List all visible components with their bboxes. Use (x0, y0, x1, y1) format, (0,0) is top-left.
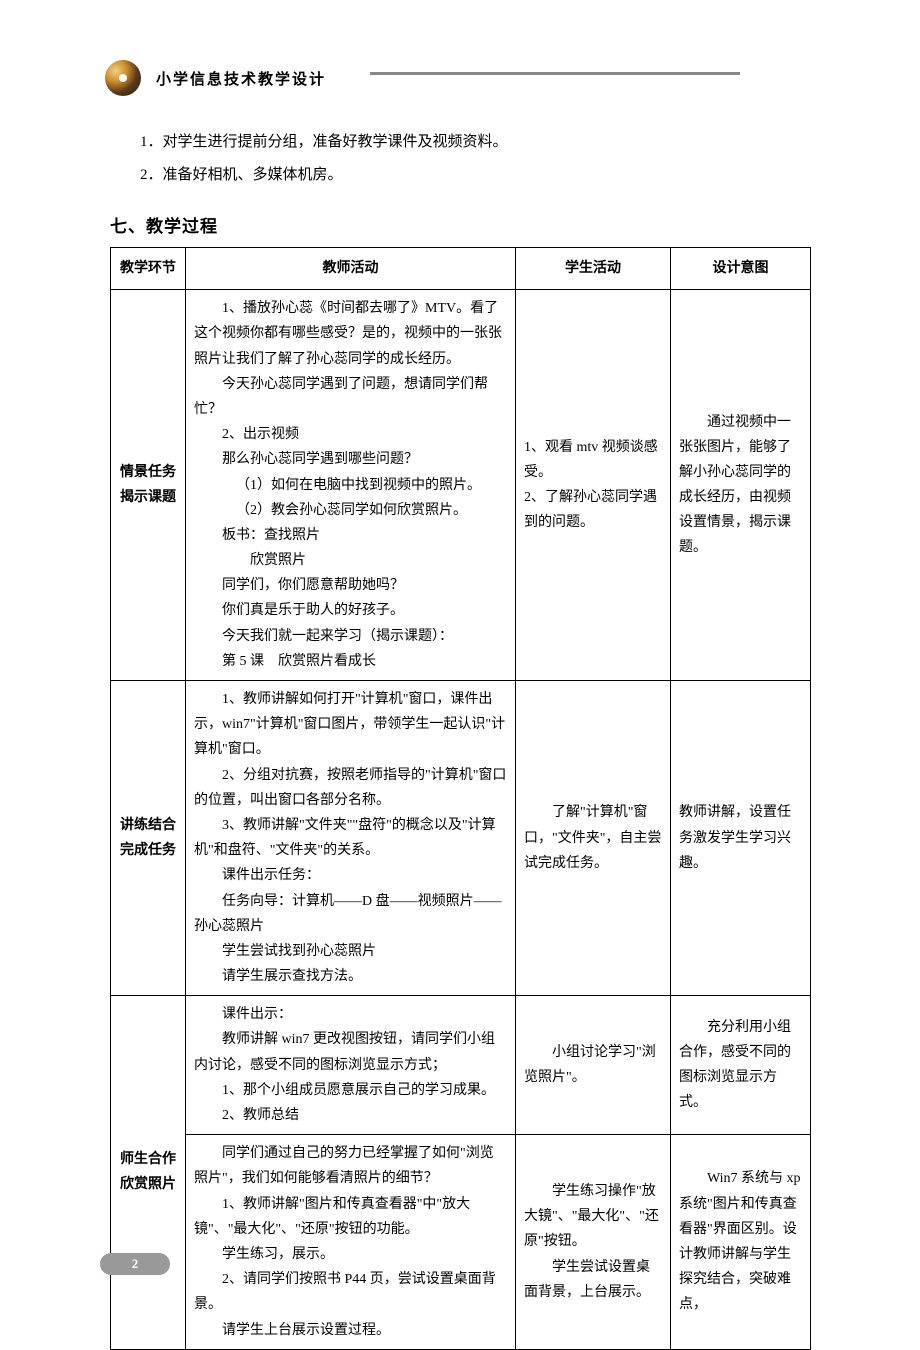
teacher-p: 学生练习，展示。 (194, 1242, 507, 1267)
th-stage: 教学环节 (111, 248, 186, 290)
cd-icon (105, 60, 141, 96)
teacher-p: 1、教师讲解"图片和传真查看器"中"放大镜"、"最大化"、"还原"按钮的功能。 (194, 1192, 507, 1242)
th-student: 学生活动 (516, 248, 671, 290)
teacher-p: 2、请同学们按照书 P44 页，尝试设置桌面背景。 (194, 1267, 507, 1317)
teacher-p: 1、播放孙心蕊《时间都去哪了》MTV。看了这个视频你都有哪些感受？是的，视频中的… (194, 296, 507, 372)
teacher-p: 任务向导：计算机——D 盘——视频照片——孙心蕊照片 (194, 889, 507, 939)
teacher-p: 今天孙心蕊同学遇到了问题，想请同学们帮忙？ (194, 372, 507, 422)
student-p: 1、观看 mtv 视频谈感受。 (524, 435, 662, 485)
teacher-p: 教师讲解 win7 更改视图按钮，请同学们小组内讨论，感受不同的图标浏览显示方式… (194, 1027, 507, 1077)
teacher-p: 同学们通过自己的努力已经掌握了如何"浏览照片"，我们如何能够看清照片的细节？ (194, 1141, 507, 1191)
table-row: 讲练结合 完成任务 1、教师讲解如何打开"计算机"窗口，课件出示，win7"计算… (111, 681, 811, 996)
teacher-p: （1）如何在电脑中找到视频中的照片。 (194, 473, 507, 498)
design-p: 教师讲解，设置任务激发学生学习兴趣。 (679, 800, 802, 876)
prep-item-1: 1．对学生进行提前分组，准备好教学课件及视频资料。 (110, 126, 810, 159)
teacher-p: 1、教师讲解如何打开"计算机"窗口，课件出示，win7"计算机"窗口图片，带领学… (194, 687, 507, 763)
stage-cell: 讲练结合 完成任务 (111, 681, 186, 996)
teacher-p: 同学们，你们愿意帮助她吗？ (194, 573, 507, 598)
teacher-p: 板书：查找照片 (194, 523, 507, 548)
design-p: 通过视频中一张张图片，能够了解小孙心蕊同学的成长经历，由视频设置情景，揭示课题。 (679, 410, 802, 561)
table-header-row: 教学环节 教师活动 学生活动 设计意图 (111, 248, 811, 290)
teacher-p: 欣赏照片 (194, 548, 507, 573)
table-row: 同学们通过自己的努力已经掌握了如何"浏览照片"，我们如何能够看清照片的细节？ 1… (111, 1135, 811, 1350)
teacher-p: 今天我们就一起来学习（揭示课题）： (194, 624, 507, 649)
design-cell: 通过视频中一张张图片，能够了解小孙心蕊同学的成长经历，由视频设置情景，揭示课题。 (671, 290, 811, 681)
teacher-p: 学生尝试找到孙心蕊照片 (194, 939, 507, 964)
student-p: 2、了解孙心蕊同学遇到的问题。 (524, 485, 662, 535)
section-heading: 七、教学过程 (110, 212, 810, 237)
student-p: 了解"计算机"窗口，"文件夹"，自主尝试完成任务。 (524, 800, 662, 876)
prep-item-2: 2．准备好相机、多媒体机房。 (110, 159, 810, 192)
student-cell: 1、观看 mtv 视频谈感受。 2、了解孙心蕊同学遇到的问题。 (516, 290, 671, 681)
teacher-cell: 同学们通过自己的努力已经掌握了如何"浏览照片"，我们如何能够看清照片的细节？ 1… (186, 1135, 516, 1350)
student-cell: 学生练习操作"放大镜"、"最大化"、"还原"按钮。 学生尝试设置桌面背景，上台展… (516, 1135, 671, 1350)
page-number: 2 (100, 1253, 170, 1275)
student-p: 学生练习操作"放大镜"、"最大化"、"还原"按钮。 (524, 1179, 662, 1255)
teaching-process-table: 教学环节 教师活动 学生活动 设计意图 情景任务 揭示课题 1、播放孙心蕊《时间… (110, 247, 811, 1350)
stage-text: 欣赏照片 (119, 1172, 177, 1197)
teacher-p: 3、教师讲解"文件夹""盘符"的概念以及"计算机"和盘符、"文件夹"的关系。 (194, 813, 507, 863)
table-row: 情景任务 揭示课题 1、播放孙心蕊《时间都去哪了》MTV。看了这个视频你都有哪些… (111, 290, 811, 681)
stage-text: 讲练结合 (119, 813, 177, 838)
th-design: 设计意图 (671, 248, 811, 290)
student-p: 学生尝试设置桌面背景，上台展示。 (524, 1255, 662, 1305)
stage-text: 揭示课题 (119, 485, 177, 510)
header-title: 小学信息技术教学设计 (156, 68, 326, 89)
design-p: 充分利用小组合作，感受不同的图标浏览显示方式。 (679, 1015, 802, 1116)
teacher-cell: 1、播放孙心蕊《时间都去哪了》MTV。看了这个视频你都有哪些感受？是的，视频中的… (186, 290, 516, 681)
teacher-p: 2、出示视频 (194, 422, 507, 447)
student-p: 小组讨论学习"浏览照片"。 (524, 1040, 662, 1090)
teacher-p: 第 5 课 欣赏照片看成长 (194, 649, 507, 674)
teacher-p: 课件出示： (194, 1002, 507, 1027)
page-header: 小学信息技术教学设计 (0, 0, 920, 106)
th-teacher: 教师活动 (186, 248, 516, 290)
teacher-p: 请学生展示查找方法。 (194, 964, 507, 989)
teacher-p: 2、教师总结 (194, 1103, 507, 1128)
stage-text: 师生合作 (119, 1147, 177, 1172)
student-cell: 小组讨论学习"浏览照片"。 (516, 996, 671, 1135)
design-cell: Win7 系统与 xp 系统"图片和传真查看器"界面区别。设计教师讲解与学生探究… (671, 1135, 811, 1350)
stage-text: 情景任务 (119, 460, 177, 485)
page-content: 1．对学生进行提前分组，准备好教学课件及视频资料。 2．准备好相机、多媒体机房。… (0, 106, 920, 1350)
teacher-cell: 课件出示： 教师讲解 win7 更改视图按钮，请同学们小组内讨论，感受不同的图标… (186, 996, 516, 1135)
teacher-p: 2、分组对抗赛，按照老师指导的"计算机"窗口的位置，叫出窗口各部分名称。 (194, 763, 507, 813)
teacher-p: 课件出示任务： (194, 863, 507, 888)
design-cell: 教师讲解，设置任务激发学生学习兴趣。 (671, 681, 811, 996)
stage-text: 完成任务 (119, 838, 177, 863)
teacher-p: （2）教会孙心蕊同学如何欣赏照片。 (194, 498, 507, 523)
teacher-p: 你们真是乐于助人的好孩子。 (194, 598, 507, 623)
student-cell: 了解"计算机"窗口，"文件夹"，自主尝试完成任务。 (516, 681, 671, 996)
table-row: 师生合作 欣赏照片 课件出示： 教师讲解 win7 更改视图按钮，请同学们小组内… (111, 996, 811, 1135)
design-cell: 充分利用小组合作，感受不同的图标浏览显示方式。 (671, 996, 811, 1135)
stage-cell: 情景任务 揭示课题 (111, 290, 186, 681)
teacher-p: 那么孙心蕊同学遇到哪些问题？ (194, 447, 507, 472)
header-rule (370, 72, 740, 75)
design-p: Win7 系统与 xp 系统"图片和传真查看器"界面区别。设计教师讲解与学生探究… (679, 1166, 802, 1317)
stage-cell: 师生合作 欣赏照片 (111, 996, 186, 1349)
teacher-p: 1、那个小组成员愿意展示自己的学习成果。 (194, 1078, 507, 1103)
teacher-p: 请学生上台展示设置过程。 (194, 1318, 507, 1343)
preparation-list: 1．对学生进行提前分组，准备好教学课件及视频资料。 2．准备好相机、多媒体机房。 (110, 126, 810, 192)
teacher-cell: 1、教师讲解如何打开"计算机"窗口，课件出示，win7"计算机"窗口图片，带领学… (186, 681, 516, 996)
